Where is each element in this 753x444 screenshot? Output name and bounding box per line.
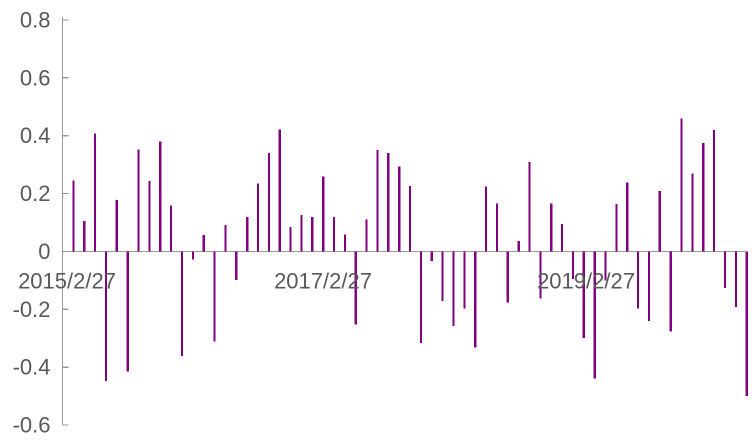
svg-text:-0.2: -0.2 xyxy=(13,297,51,322)
svg-text:2015/2/27: 2015/2/27 xyxy=(18,268,116,293)
svg-text:0.8: 0.8 xyxy=(20,8,51,33)
svg-text:-0.4: -0.4 xyxy=(13,355,51,380)
svg-text:0: 0 xyxy=(38,239,50,264)
svg-text:0.4: 0.4 xyxy=(20,123,51,148)
svg-text:2017/2/27: 2017/2/27 xyxy=(274,268,372,293)
svg-text:2019/2/27: 2019/2/27 xyxy=(537,268,635,293)
svg-text:0.6: 0.6 xyxy=(20,65,51,90)
svg-text:-0.6: -0.6 xyxy=(13,413,51,438)
svg-text:0.2: 0.2 xyxy=(20,181,51,206)
